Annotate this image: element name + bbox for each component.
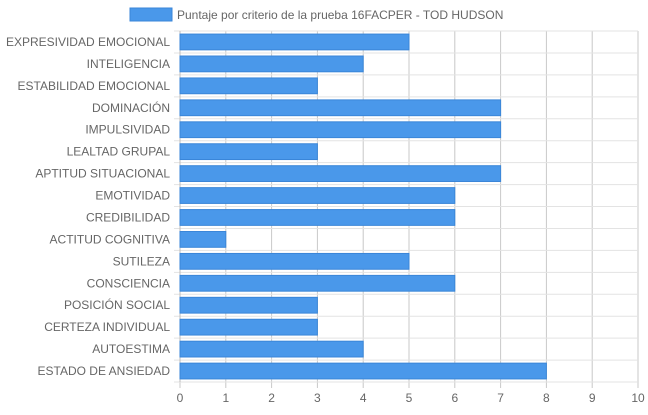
bar[interactable] — [179, 231, 227, 248]
category-label: ESTADO DE ANSIEDAD — [38, 364, 171, 378]
category-label: POSICIÓN SOCIAL — [64, 297, 170, 312]
category-label: CERTEZA INDIVIDUAL — [44, 320, 170, 334]
grid — [174, 30, 639, 388]
bar[interactable] — [179, 55, 364, 73]
bar[interactable] — [179, 252, 410, 270]
bar[interactable] — [179, 296, 318, 314]
bar[interactable] — [179, 340, 364, 358]
bar[interactable] — [179, 362, 547, 380]
x-tick-label: 1 — [222, 391, 229, 405]
x-tick-label: 10 — [631, 391, 645, 405]
y-axis-labels: EXPRESIVIDAD EMOCIONAL INTELIGENCIA ESTABI… — [6, 35, 170, 378]
bar[interactable] — [179, 318, 318, 336]
category-label: APTITUD SITUACIONAL — [35, 167, 170, 181]
category-label: AUTOESTIMA — [92, 342, 170, 356]
category-label: IMPULSIVIDAD — [85, 123, 170, 137]
x-tick-label: 9 — [589, 391, 596, 405]
category-label: CONSCIENCIA — [87, 276, 170, 290]
x-tick-label: 5 — [406, 391, 413, 405]
legend[interactable]: Puntaje por criterio de la prueba 16FACP… — [129, 7, 503, 22]
bar[interactable] — [179, 121, 502, 139]
x-tick-label: 4 — [360, 391, 367, 405]
x-tick-label: 2 — [268, 391, 275, 405]
x-tick-label: 8 — [543, 391, 550, 405]
bar[interactable] — [179, 165, 502, 182]
category-label: ESTABILIDAD EMOCIONAL — [18, 79, 171, 93]
bar[interactable] — [179, 33, 410, 51]
legend-swatch — [129, 7, 173, 22]
category-label: SUTILEZA — [113, 254, 170, 268]
x-tick-label: 6 — [451, 391, 458, 405]
category-label: ACTITUD COGNITIVA — [50, 232, 170, 246]
bar[interactable] — [179, 99, 502, 117]
category-label: INTELIGENCIA — [87, 57, 170, 71]
x-axis-labels: 0 1 2 3 4 5 6 7 8 9 10 — [177, 391, 645, 405]
x-tick-label: 7 — [497, 391, 504, 405]
x-tick-label: 0 — [177, 391, 184, 405]
bar[interactable] — [179, 209, 456, 226]
bars — [179, 33, 547, 380]
legend-label: Puntaje por criterio de la prueba 16FACP… — [177, 8, 503, 22]
bar[interactable] — [179, 187, 456, 204]
bar[interactable] — [179, 143, 318, 161]
category-label: DOMINACIÓN — [92, 100, 170, 115]
x-tick-label: 3 — [314, 391, 321, 405]
category-label: EXPRESIVIDAD EMOCIONAL — [6, 35, 170, 49]
bar[interactable] — [179, 274, 456, 292]
category-label: LEALTAD GRUPAL — [67, 145, 171, 159]
category-label: CREDIBILIDAD — [86, 210, 170, 224]
category-label: EMOTIVIDAD — [95, 189, 170, 203]
bar[interactable] — [179, 77, 318, 95]
